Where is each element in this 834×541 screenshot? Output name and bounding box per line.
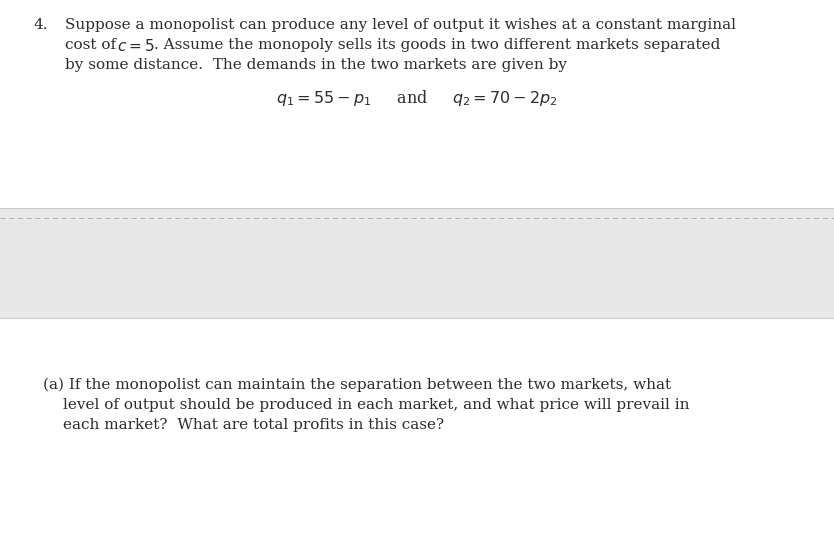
Text: (a) If the monopolist can maintain the separation between the two markets, what: (a) If the monopolist can maintain the s… bbox=[43, 378, 671, 392]
Text: $c = 5$: $c = 5$ bbox=[117, 38, 154, 54]
Text: $q_1 = 55 - p_1$     and     $q_2 = 70 - 2p_2$: $q_1 = 55 - p_1$ and $q_2 = 70 - 2p_2$ bbox=[276, 88, 558, 108]
Text: Suppose a monopolist can produce any level of output it wishes at a constant mar: Suppose a monopolist can produce any lev… bbox=[65, 18, 736, 32]
Bar bbox=[0, 208, 834, 318]
Text: each market?  What are total profits in this case?: each market? What are total profits in t… bbox=[63, 418, 444, 432]
Text: . Assume the monopoly sells its goods in two different markets separated: . Assume the monopoly sells its goods in… bbox=[154, 38, 721, 52]
Text: 4.: 4. bbox=[33, 18, 48, 32]
Text: by some distance.  The demands in the two markets are given by: by some distance. The demands in the two… bbox=[65, 58, 567, 72]
Text: cost of: cost of bbox=[65, 38, 121, 52]
Text: level of output should be produced in each market, and what price will prevail i: level of output should be produced in ea… bbox=[63, 398, 689, 412]
